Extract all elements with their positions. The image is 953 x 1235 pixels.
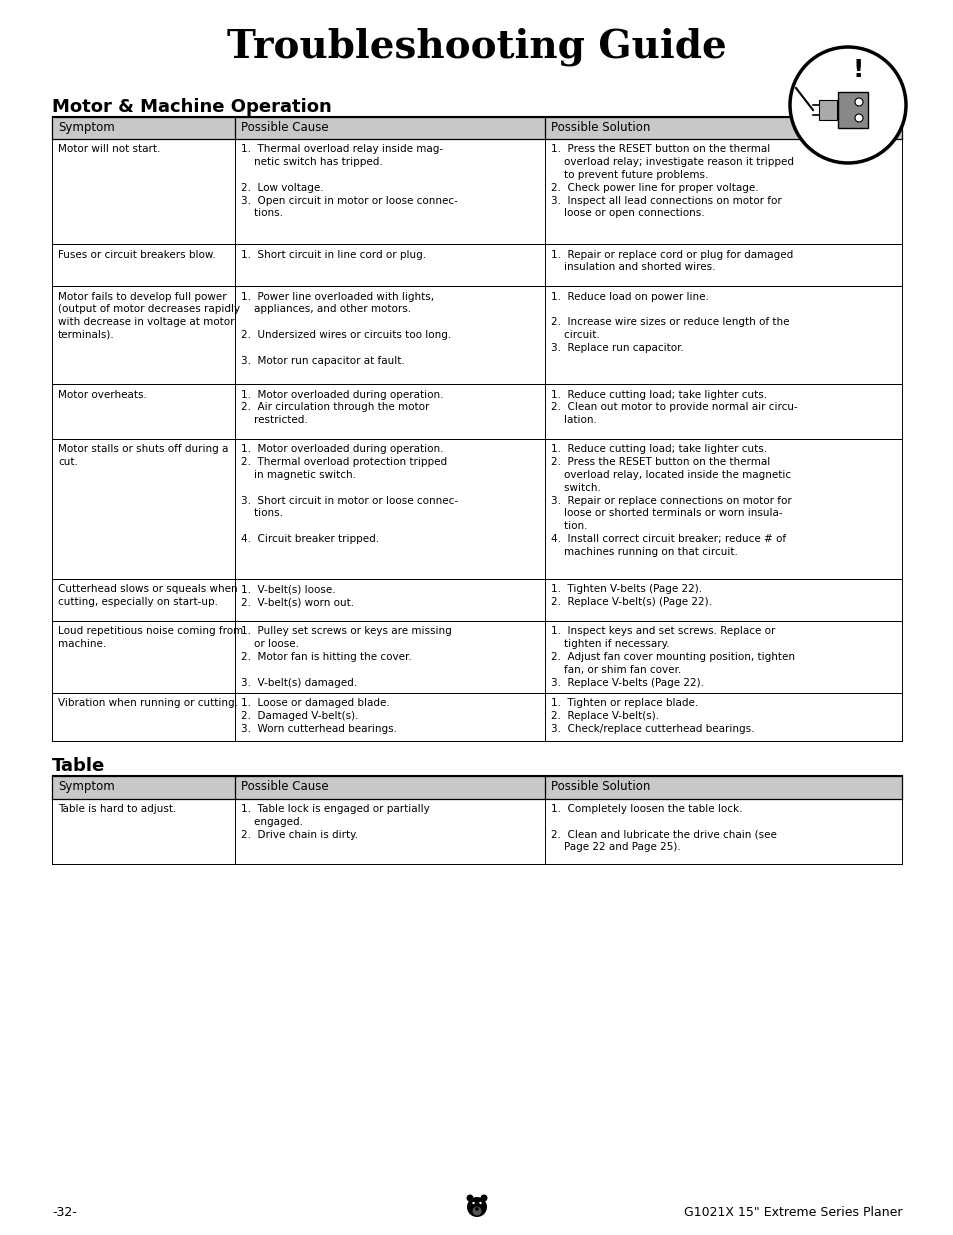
Bar: [52, 117, 901, 140]
Circle shape: [789, 47, 905, 163]
Bar: [52, 245, 901, 287]
Bar: [52, 777, 901, 799]
Circle shape: [472, 1207, 481, 1215]
Text: Loud repetitious noise coming from
machine.: Loud repetitious noise coming from machi…: [58, 626, 243, 650]
Text: 1.  Tighten V-belts (Page 22).
2.  Replace V-belt(s) (Page 22).: 1. Tighten V-belts (Page 22). 2. Replace…: [551, 584, 711, 608]
Text: Cutterhead slows or squeals when
cutting, especially on start-up.: Cutterhead slows or squeals when cutting…: [58, 584, 237, 608]
Text: 1.  V-belt(s) loose.
2.  V-belt(s) worn out.: 1. V-belt(s) loose. 2. V-belt(s) worn ou…: [240, 584, 354, 608]
Bar: [837, 91, 867, 128]
Bar: [818, 100, 836, 120]
Circle shape: [480, 1194, 487, 1202]
Text: 1.  Reduce cutting load; take lighter cuts.
2.  Press the RESET button on the th: 1. Reduce cutting load; take lighter cut…: [551, 445, 791, 557]
Circle shape: [854, 98, 862, 106]
Text: 1.  Loose or damaged blade.
2.  Damaged V-belt(s).
3.  Worn cutterhead bearings.: 1. Loose or damaged blade. 2. Damaged V-…: [240, 699, 396, 734]
Bar: [52, 799, 901, 864]
Text: 1.  Pulley set screws or keys are missing
    or loose.
2.  Motor fan is hitting: 1. Pulley set screws or keys are missing…: [240, 626, 451, 688]
Circle shape: [467, 1197, 486, 1216]
Text: 1.  Completely loosen the table lock.

2.  Clean and lubricate the drive chain (: 1. Completely loosen the table lock. 2. …: [551, 804, 776, 852]
Circle shape: [854, 114, 862, 122]
Text: !: !: [851, 58, 862, 82]
Text: 1.  Tighten or replace blade.
2.  Replace V-belt(s).
3.  Check/replace cutterhea: 1. Tighten or replace blade. 2. Replace …: [551, 699, 754, 734]
Circle shape: [478, 1202, 481, 1204]
Text: Motor & Machine Operation: Motor & Machine Operation: [52, 98, 332, 116]
Text: Motor fails to develop full power
(output of motor decreases rapidly
with decrea: Motor fails to develop full power (outpu…: [58, 291, 240, 340]
Text: 1.  Reduce cutting load; take lighter cuts.
2.  Clean out motor to provide norma: 1. Reduce cutting load; take lighter cut…: [551, 389, 797, 425]
Text: Motor stalls or shuts off during a
cut.: Motor stalls or shuts off during a cut.: [58, 445, 228, 467]
Text: Possible Solution: Possible Solution: [551, 121, 650, 135]
Bar: [52, 579, 901, 621]
Text: 1.  Thermal overload relay inside mag-
    netic switch has tripped.

2.  Low vo: 1. Thermal overload relay inside mag- ne…: [240, 144, 457, 219]
Text: Possible Cause: Possible Cause: [240, 121, 328, 135]
Bar: [52, 621, 901, 694]
Text: 1.  Repair or replace cord or plug for damaged
    insulation and shorted wires.: 1. Repair or replace cord or plug for da…: [551, 249, 792, 272]
Circle shape: [466, 1194, 473, 1202]
Text: Table: Table: [52, 757, 105, 776]
Text: Possible Solution: Possible Solution: [551, 781, 650, 794]
Text: 1.  Power line overloaded with lights,
    appliances, and other motors.

2.  Un: 1. Power line overloaded with lights, ap…: [240, 291, 451, 366]
Text: Troubleshooting Guide: Troubleshooting Guide: [227, 28, 726, 67]
Text: Table is hard to adjust.: Table is hard to adjust.: [58, 804, 176, 814]
Text: Motor will not start.: Motor will not start.: [58, 144, 160, 154]
Text: 1.  Motor overloaded during operation.
2.  Thermal overload protection tripped
 : 1. Motor overloaded during operation. 2.…: [240, 445, 457, 545]
Text: 1.  Short circuit in line cord or plug.: 1. Short circuit in line cord or plug.: [240, 249, 425, 259]
Bar: [52, 140, 901, 245]
Text: G1021X 15" Extreme Series Planer: G1021X 15" Extreme Series Planer: [682, 1207, 901, 1219]
Text: 1.  Table lock is engaged or partially
    engaged.
2.  Drive chain is dirty.: 1. Table lock is engaged or partially en…: [240, 804, 429, 840]
Text: Motor overheats.: Motor overheats.: [58, 389, 147, 399]
Text: -32-: -32-: [52, 1207, 76, 1219]
Circle shape: [475, 1207, 478, 1210]
Bar: [52, 287, 901, 384]
Text: Symptom: Symptom: [58, 781, 114, 794]
Bar: [52, 384, 901, 440]
Text: Symptom: Symptom: [58, 121, 114, 135]
Text: Possible Cause: Possible Cause: [240, 781, 328, 794]
Text: 1.  Motor overloaded during operation.
2.  Air circulation through the motor
   : 1. Motor overloaded during operation. 2.…: [240, 389, 443, 425]
Bar: [52, 694, 901, 741]
Bar: [52, 440, 901, 579]
Text: 1.  Reduce load on power line.

2.  Increase wire sizes or reduce length of the
: 1. Reduce load on power line. 2. Increas…: [551, 291, 789, 353]
Text: Fuses or circuit breakers blow.: Fuses or circuit breakers blow.: [58, 249, 215, 259]
Text: 1.  Inspect keys and set screws. Replace or
    tighten if necessary.
2.  Adjust: 1. Inspect keys and set screws. Replace …: [551, 626, 794, 688]
Circle shape: [472, 1202, 475, 1204]
Text: Vibration when running or cutting.: Vibration when running or cutting.: [58, 699, 237, 709]
Text: 1.  Press the RESET button on the thermal
    overload relay; investigate reason: 1. Press the RESET button on the thermal…: [551, 144, 793, 219]
